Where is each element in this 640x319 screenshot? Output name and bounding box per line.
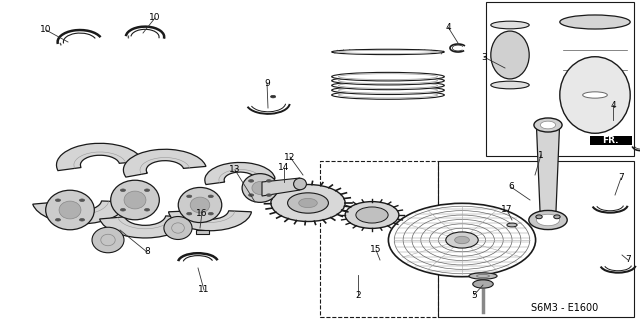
Text: 8: 8 bbox=[144, 248, 150, 256]
Ellipse shape bbox=[299, 198, 317, 208]
Ellipse shape bbox=[120, 209, 125, 211]
Ellipse shape bbox=[252, 182, 268, 195]
Ellipse shape bbox=[332, 86, 444, 94]
Ellipse shape bbox=[178, 188, 222, 223]
Bar bbox=[196, 230, 209, 234]
Text: 10: 10 bbox=[149, 13, 161, 23]
Ellipse shape bbox=[469, 273, 497, 279]
Ellipse shape bbox=[111, 180, 159, 220]
Ellipse shape bbox=[124, 191, 146, 209]
Ellipse shape bbox=[145, 209, 150, 211]
Ellipse shape bbox=[248, 180, 253, 182]
Ellipse shape bbox=[491, 31, 529, 79]
Ellipse shape bbox=[332, 49, 444, 55]
Text: 2: 2 bbox=[355, 291, 361, 300]
Polygon shape bbox=[536, 127, 559, 219]
Ellipse shape bbox=[92, 227, 124, 253]
Ellipse shape bbox=[473, 280, 493, 288]
Bar bbox=[438, 161, 634, 317]
Text: 1: 1 bbox=[538, 151, 544, 160]
Text: 6: 6 bbox=[508, 182, 514, 191]
Text: 4: 4 bbox=[445, 23, 451, 32]
Ellipse shape bbox=[56, 219, 61, 221]
Wedge shape bbox=[205, 162, 275, 184]
Ellipse shape bbox=[534, 118, 562, 132]
Wedge shape bbox=[124, 149, 206, 177]
Ellipse shape bbox=[536, 214, 559, 226]
Ellipse shape bbox=[529, 211, 567, 230]
Text: 4: 4 bbox=[610, 100, 616, 109]
Ellipse shape bbox=[356, 207, 388, 223]
Ellipse shape bbox=[294, 178, 307, 190]
Ellipse shape bbox=[208, 195, 213, 197]
Text: S6M3 - E1600: S6M3 - E1600 bbox=[531, 303, 598, 313]
Ellipse shape bbox=[164, 217, 192, 240]
Ellipse shape bbox=[187, 195, 192, 197]
Text: FR.: FR. bbox=[602, 136, 619, 145]
Ellipse shape bbox=[507, 223, 517, 227]
Ellipse shape bbox=[190, 197, 210, 213]
Wedge shape bbox=[56, 143, 143, 171]
Text: 7: 7 bbox=[625, 256, 631, 264]
Wedge shape bbox=[168, 211, 252, 231]
Ellipse shape bbox=[388, 203, 536, 277]
Text: 11: 11 bbox=[198, 286, 210, 294]
Ellipse shape bbox=[79, 219, 84, 221]
Text: 10: 10 bbox=[40, 26, 52, 34]
Ellipse shape bbox=[120, 189, 125, 191]
Ellipse shape bbox=[332, 72, 444, 81]
Bar bbox=[486, 2, 634, 156]
Ellipse shape bbox=[345, 202, 399, 228]
Wedge shape bbox=[33, 201, 128, 224]
Ellipse shape bbox=[187, 212, 192, 215]
Ellipse shape bbox=[332, 91, 444, 99]
Ellipse shape bbox=[56, 199, 61, 202]
Ellipse shape bbox=[332, 81, 444, 90]
Ellipse shape bbox=[454, 236, 469, 244]
Bar bbox=[320, 161, 438, 317]
Ellipse shape bbox=[271, 95, 276, 98]
Text: 3: 3 bbox=[481, 53, 487, 62]
Ellipse shape bbox=[271, 184, 345, 221]
Ellipse shape bbox=[332, 76, 444, 85]
Polygon shape bbox=[262, 178, 300, 196]
Text: 14: 14 bbox=[278, 164, 290, 173]
Ellipse shape bbox=[145, 189, 150, 191]
Ellipse shape bbox=[208, 212, 213, 215]
Ellipse shape bbox=[540, 121, 556, 129]
FancyBboxPatch shape bbox=[590, 136, 632, 145]
Ellipse shape bbox=[287, 193, 328, 213]
Text: 13: 13 bbox=[229, 166, 241, 174]
Ellipse shape bbox=[491, 21, 529, 29]
Ellipse shape bbox=[536, 215, 542, 219]
Ellipse shape bbox=[491, 81, 529, 89]
Wedge shape bbox=[100, 216, 191, 238]
Text: 15: 15 bbox=[371, 246, 381, 255]
Ellipse shape bbox=[248, 194, 253, 197]
Text: 12: 12 bbox=[284, 152, 296, 161]
Ellipse shape bbox=[45, 190, 94, 230]
Ellipse shape bbox=[266, 180, 271, 182]
Ellipse shape bbox=[560, 15, 630, 29]
Ellipse shape bbox=[560, 57, 630, 133]
Text: 9: 9 bbox=[264, 78, 270, 87]
Ellipse shape bbox=[79, 199, 84, 202]
Ellipse shape bbox=[446, 232, 478, 248]
Text: 16: 16 bbox=[196, 209, 208, 218]
Ellipse shape bbox=[266, 194, 271, 197]
Text: 7: 7 bbox=[618, 174, 624, 182]
Ellipse shape bbox=[59, 201, 81, 219]
Ellipse shape bbox=[582, 92, 607, 98]
Ellipse shape bbox=[554, 215, 560, 219]
Ellipse shape bbox=[242, 174, 278, 202]
Text: 17: 17 bbox=[501, 205, 513, 214]
Text: 5: 5 bbox=[471, 291, 477, 300]
